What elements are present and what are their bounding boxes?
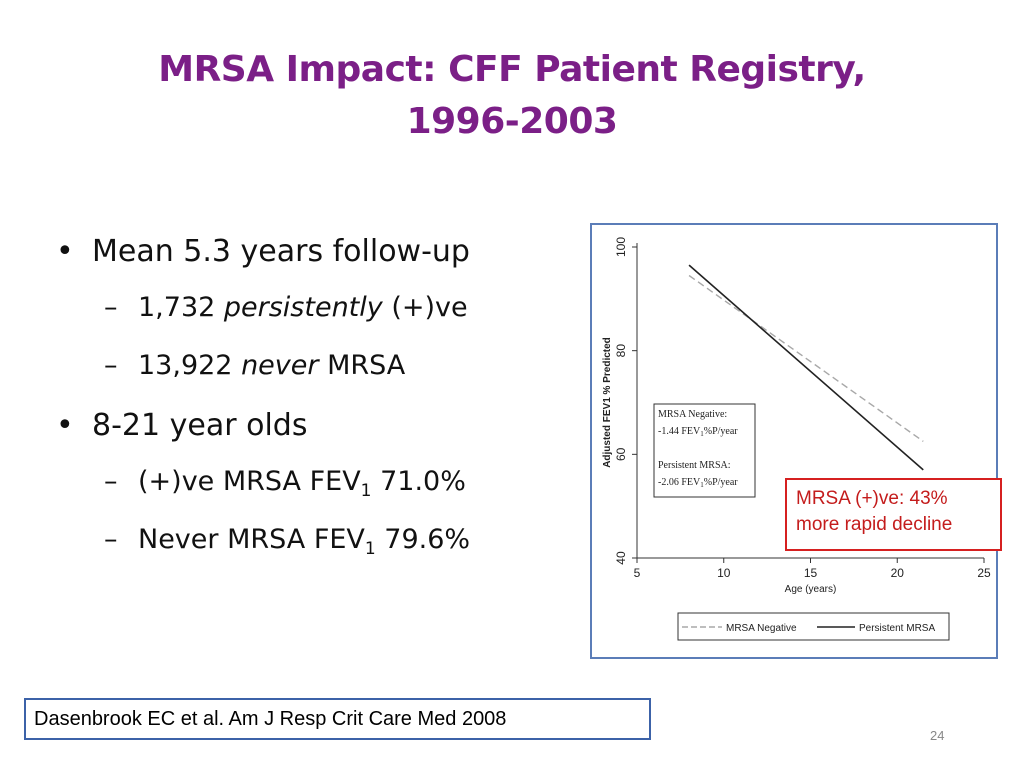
- slope-annotation-box: [653, 403, 756, 498]
- decline-callout: MRSA (+)ve: 43% more rapid decline: [785, 478, 1002, 551]
- legend-label: Persistent MRSA: [859, 623, 935, 634]
- y-tick-label: 80: [614, 344, 628, 358]
- y-axis-label: Adjusted FEV1 % Predicted: [602, 337, 613, 468]
- slope-annotation: MRSA Negative: -1.44 FEV1%P/year Persist…: [653, 403, 756, 498]
- series-line-mrsa-negative: [688, 274, 924, 442]
- sub-bullet-main: Never MRSA FEV: [138, 524, 365, 555]
- bullet-list: • Mean 5.3 years follow-up – 1,732 persi…: [56, 232, 576, 580]
- bullet-text: 8-21 year olds: [92, 408, 308, 443]
- x-tick-label: 10: [717, 566, 731, 580]
- x-tick-label: 25: [977, 566, 991, 580]
- slide-title-line-2: 1996-2003: [406, 101, 618, 142]
- sub-bullet-rest: 71.0%: [371, 466, 466, 497]
- callout-line-1: MRSA (+)ve: 43%: [796, 488, 948, 509]
- chart-series: [688, 264, 924, 471]
- annotation-negative-label: MRSA Negative:: [658, 409, 727, 420]
- subscript: 1: [364, 539, 376, 559]
- x-tick-label: 5: [634, 566, 641, 580]
- sub-bullet-never: – 13,922 never MRSA: [56, 348, 576, 384]
- annotation-persistent-slope: -2.06 FEV1%P/year: [658, 477, 738, 489]
- sub-bullet-marker: –: [104, 350, 118, 381]
- page-number: 24: [930, 728, 945, 743]
- sub-bullet-count: 13,922: [138, 350, 242, 381]
- chart-legend: MRSA Negative Persistent MRSA: [677, 612, 950, 641]
- sub-bullet-marker: –: [104, 466, 118, 497]
- sub-bullet-positive-fev1: – (+)ve MRSA FEV1 71.0%: [56, 464, 576, 500]
- sub-bullet-rest: MRSA: [318, 350, 406, 381]
- sub-bullet-emphasis: persistently: [223, 292, 383, 323]
- citation: Dasenbrook EC et al. Am J Resp Crit Care…: [24, 698, 651, 740]
- bullet-marker: •: [56, 234, 74, 269]
- bullet-follow-up: • Mean 5.3 years follow-up: [56, 232, 576, 272]
- sub-bullet-persistent: – 1,732 persistently (+)ve: [56, 290, 576, 326]
- annotation-negative-slope: -1.44 FEV1%P/year: [658, 426, 738, 438]
- y-tick-label: 40: [614, 551, 628, 565]
- sub-bullet-rest: 79.6%: [375, 524, 471, 555]
- annotation-persistent-label: Persistent MRSA:: [658, 460, 731, 471]
- legend-label: MRSA Negative: [726, 623, 797, 634]
- y-tick-label: 100: [614, 237, 628, 257]
- x-axis-ticks: 5 10 15 20 25: [634, 558, 991, 580]
- sub-bullet-never-fev1: – Never MRSA FEV1 79.6%: [56, 522, 576, 558]
- slide-title: MRSA Impact: CFF Patient Registry, 1996-…: [0, 44, 1024, 148]
- sub-bullet-rest: (+)ve: [382, 292, 468, 323]
- sub-bullet-main: (+)ve MRSA FEV: [138, 466, 361, 497]
- chart-frame: 5 10 15 20 25 40 60 80 100 Adjusted FEV1 % Pred…: [590, 223, 998, 659]
- x-tick-label: 20: [891, 566, 905, 580]
- x-tick-label: 15: [804, 566, 818, 580]
- sub-bullet-emphasis: never: [241, 350, 319, 381]
- sub-bullet-count: 1,732: [138, 292, 224, 323]
- sub-bullet-marker: –: [104, 524, 118, 555]
- sub-bullet-marker: –: [104, 292, 118, 323]
- legend-box: [677, 612, 950, 641]
- slide-title-line-1: MRSA Impact: CFF Patient Registry,: [158, 49, 866, 90]
- callout-line-2: more rapid decline: [796, 514, 953, 535]
- x-axis-label: Age (years): [785, 584, 837, 595]
- bullet-text: Mean 5.3 years follow-up: [92, 234, 470, 269]
- subscript: 1: [360, 481, 372, 501]
- series-line-persistent-mrsa: [688, 264, 924, 471]
- y-axis-ticks: 40 60 80 100: [614, 237, 637, 565]
- bullet-marker: •: [56, 408, 74, 443]
- bullet-age-range: • 8-21 year olds: [56, 406, 576, 446]
- y-tick-label: 60: [614, 447, 628, 461]
- fev1-chart: 5 10 15 20 25 40 60 80 100 Adjusted FEV1 % Pred…: [602, 237, 991, 641]
